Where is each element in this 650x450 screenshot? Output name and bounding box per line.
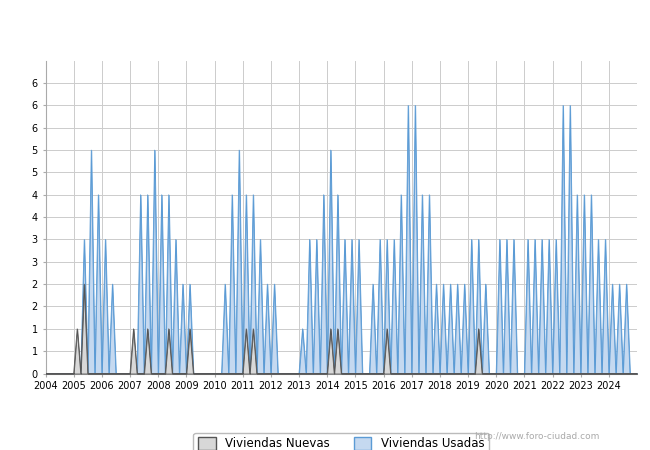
Text: http://www.foro-ciudad.com: http://www.foro-ciudad.com: [474, 432, 600, 441]
Legend: Viviendas Nuevas, Viviendas Usadas: Viviendas Nuevas, Viviendas Usadas: [194, 433, 489, 450]
Text: Mesía  -  Evolucion del Nº de Transacciones Inmobiliarias: Mesía - Evolucion del Nº de Transaccione…: [117, 18, 533, 33]
